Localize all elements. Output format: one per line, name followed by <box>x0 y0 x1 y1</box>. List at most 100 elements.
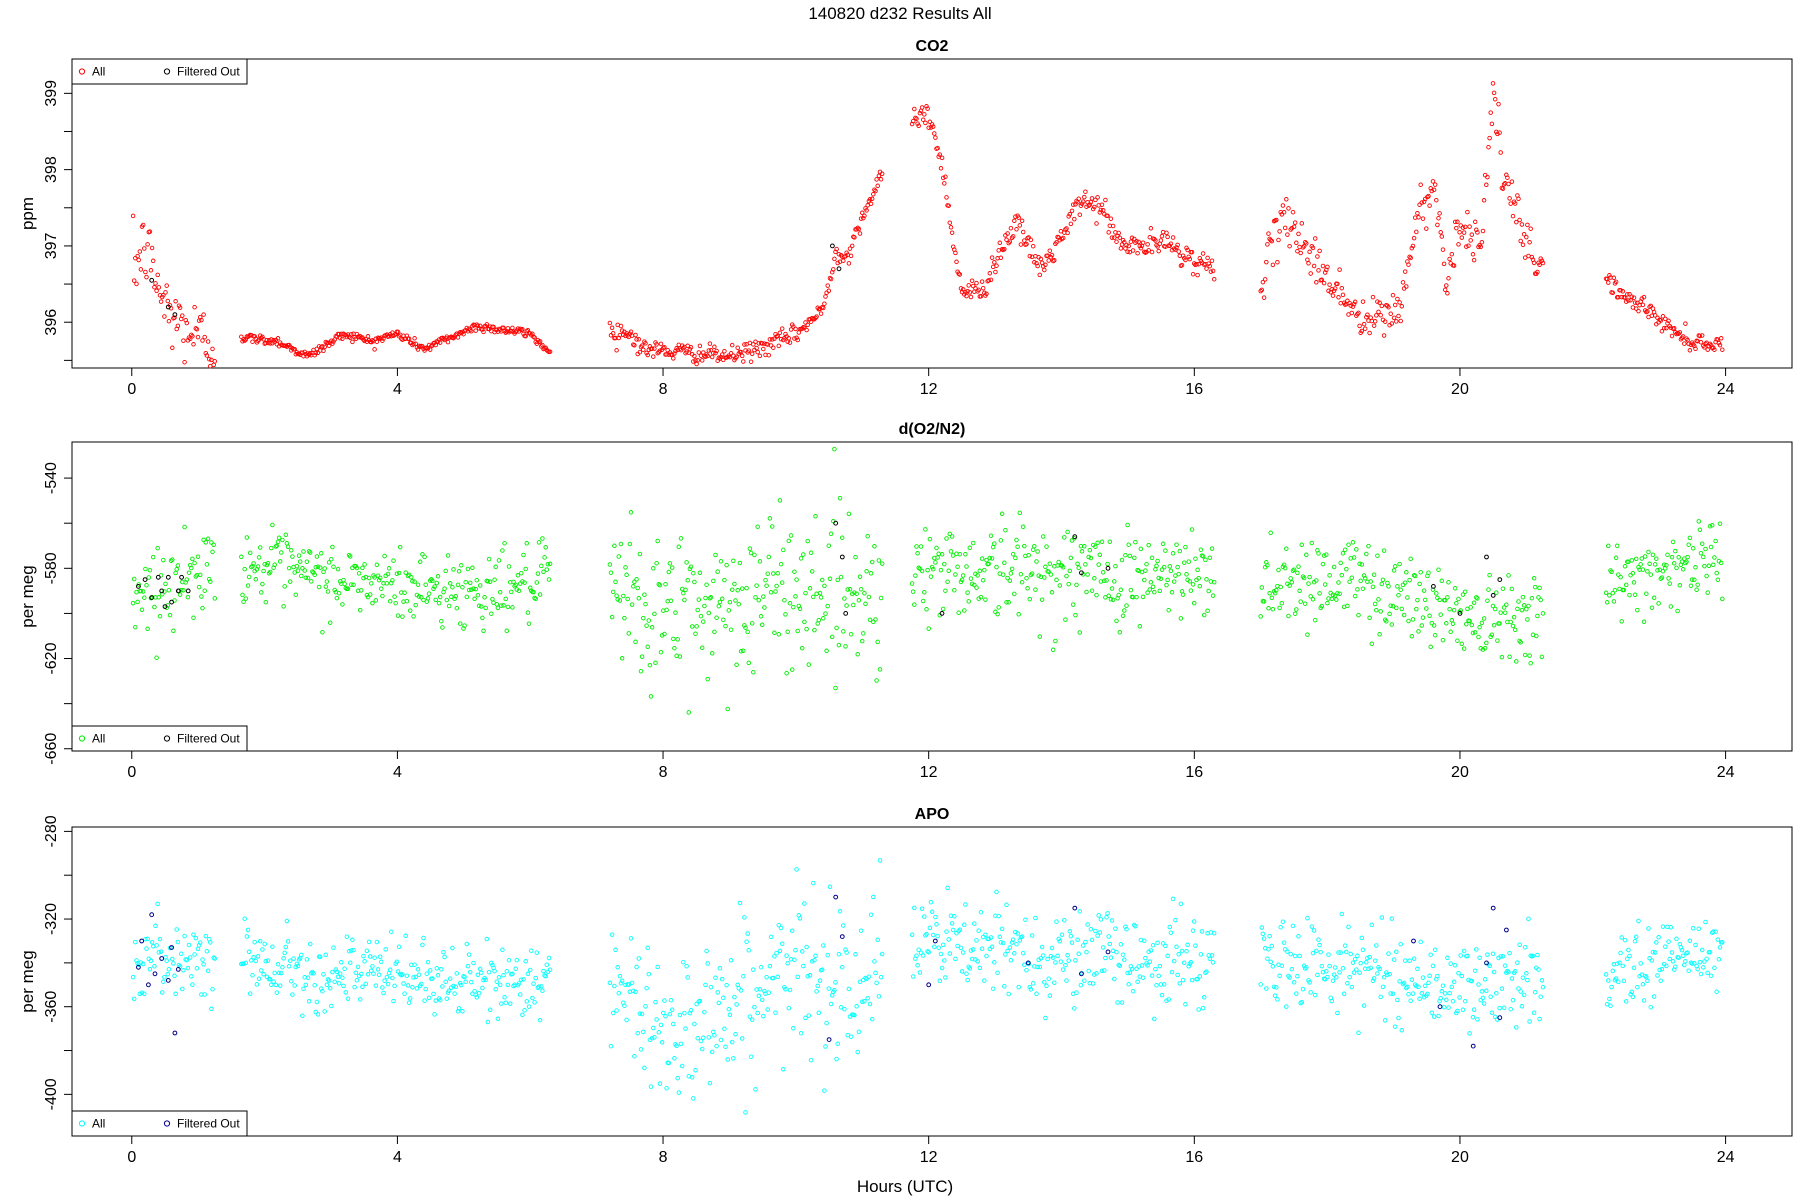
data-point <box>287 958 293 963</box>
data-point <box>1312 617 1318 623</box>
data-point <box>692 353 697 359</box>
filtered-point <box>836 266 842 272</box>
data-point <box>859 999 865 1005</box>
data-point <box>838 574 844 580</box>
data-point <box>148 268 154 273</box>
data-point <box>295 963 301 969</box>
data-point <box>939 155 945 161</box>
data-point <box>1604 600 1610 605</box>
data-point <box>607 980 613 986</box>
data-point <box>1290 568 1296 573</box>
data-point <box>425 959 431 965</box>
data-point <box>1133 924 1138 929</box>
data-point <box>833 980 838 985</box>
data-point <box>462 623 467 628</box>
filtered-point <box>136 964 141 970</box>
data-point <box>261 972 266 977</box>
data-point <box>1381 548 1387 553</box>
data-point <box>1053 638 1058 644</box>
data-point <box>950 553 956 558</box>
data-point <box>997 934 1003 940</box>
data-point <box>1467 1031 1472 1036</box>
data-point <box>211 542 216 548</box>
data-point <box>1309 540 1315 546</box>
data-point <box>1327 963 1332 969</box>
data-point <box>390 578 395 583</box>
data-point <box>305 351 311 356</box>
data-point <box>283 532 289 538</box>
data-point <box>1462 224 1468 230</box>
data-point <box>976 928 981 933</box>
data-point <box>1181 560 1187 565</box>
data-point <box>1507 950 1512 956</box>
data-point <box>1651 994 1657 999</box>
data-point <box>362 959 367 964</box>
data-point <box>1432 182 1438 187</box>
x-tick-label: 8 <box>659 1149 668 1166</box>
data-point <box>492 968 497 974</box>
data-point <box>1113 563 1118 569</box>
data-point <box>1122 957 1127 963</box>
data-point <box>246 574 252 580</box>
data-point <box>1648 303 1654 309</box>
data-point <box>1158 576 1164 582</box>
data-point <box>1703 341 1708 347</box>
data-point <box>965 288 970 294</box>
data-point <box>199 594 204 599</box>
data-point <box>782 597 787 603</box>
data-point <box>876 558 882 563</box>
data-point <box>817 590 823 596</box>
data-point <box>1470 1014 1476 1020</box>
data-point <box>1641 998 1647 1003</box>
data-point <box>246 333 252 339</box>
data-point <box>1290 923 1296 929</box>
data-point <box>392 983 397 989</box>
data-point <box>1688 583 1694 589</box>
data-point <box>158 299 164 304</box>
data-point <box>775 333 780 339</box>
data-point <box>1661 325 1667 331</box>
data-point <box>735 588 740 593</box>
data-point <box>844 603 849 608</box>
data-point <box>306 999 312 1004</box>
data-point <box>174 927 179 932</box>
data-point <box>1200 554 1206 559</box>
data-point <box>1211 276 1217 282</box>
data-point <box>909 932 915 938</box>
data-point <box>1621 978 1627 984</box>
data-point <box>1627 953 1632 959</box>
data-point <box>1631 295 1637 300</box>
data-point <box>845 587 850 592</box>
data-point <box>678 1041 684 1047</box>
data-point <box>1381 333 1387 338</box>
data-point <box>1282 947 1288 952</box>
data-point <box>346 949 352 954</box>
data-point <box>874 678 879 683</box>
data-point <box>827 576 833 582</box>
data-point <box>547 967 553 972</box>
data-point <box>651 354 656 359</box>
data-point <box>1339 285 1345 291</box>
data-point <box>995 611 1000 617</box>
data-point <box>1126 243 1131 249</box>
data-point <box>1390 991 1396 996</box>
data-point <box>464 941 470 947</box>
data-point <box>612 543 617 549</box>
data-point <box>1607 996 1612 1002</box>
data-point <box>738 988 744 993</box>
data-point <box>426 995 432 1001</box>
data-point <box>662 998 667 1003</box>
data-point <box>846 511 852 517</box>
data-point <box>1185 942 1190 948</box>
data-point <box>1319 603 1325 609</box>
data-point <box>463 579 468 585</box>
data-point <box>726 1006 732 1012</box>
data-point <box>340 602 345 607</box>
data-point <box>1197 583 1203 589</box>
data-point <box>609 325 615 331</box>
data-point <box>676 544 682 550</box>
data-point <box>505 982 511 988</box>
data-point <box>1068 555 1074 561</box>
data-point <box>1374 313 1379 318</box>
data-point <box>804 327 809 333</box>
